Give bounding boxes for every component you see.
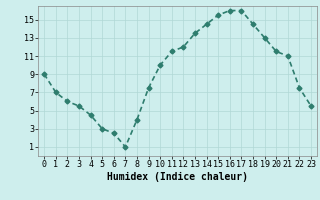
X-axis label: Humidex (Indice chaleur): Humidex (Indice chaleur) bbox=[107, 172, 248, 182]
